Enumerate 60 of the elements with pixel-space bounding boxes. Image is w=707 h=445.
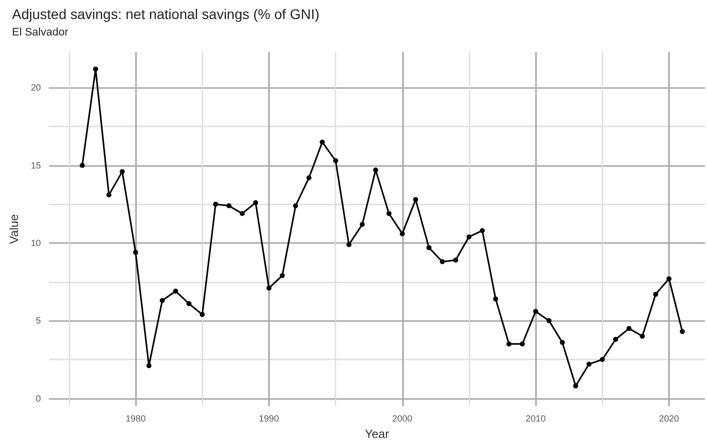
y-axis-title: Value — [7, 214, 21, 244]
point — [400, 231, 405, 236]
point — [546, 318, 552, 324]
chart-subtitle: El Salvador — [12, 26, 69, 38]
point — [493, 296, 498, 302]
point — [520, 341, 525, 346]
point — [360, 222, 365, 227]
point — [573, 383, 578, 388]
x-tick-label: 2020 — [658, 414, 680, 424]
point — [386, 211, 392, 216]
point — [146, 363, 152, 368]
point — [506, 341, 512, 346]
point — [240, 211, 245, 216]
point — [293, 203, 298, 208]
point — [680, 329, 685, 334]
point — [93, 66, 98, 72]
point — [266, 286, 272, 291]
point — [586, 362, 592, 367]
point — [666, 276, 672, 282]
point — [80, 162, 85, 168]
point — [466, 234, 472, 240]
point — [346, 242, 352, 248]
point — [320, 140, 325, 145]
point — [306, 175, 312, 180]
point — [173, 288, 178, 294]
y-tick-label: 0 — [36, 393, 41, 404]
point — [440, 259, 445, 264]
point — [533, 308, 538, 314]
point — [133, 250, 138, 255]
x-tick-label: 1980 — [126, 414, 146, 424]
point — [120, 169, 125, 174]
x-axis-title: Year — [364, 427, 390, 441]
point — [373, 168, 378, 173]
point — [600, 357, 605, 362]
chart-title: Adjusted savings: net national savings (% of GNI) — [12, 6, 320, 22]
y-tick-label: 20 — [30, 82, 41, 93]
point — [200, 312, 205, 317]
point — [186, 301, 192, 306]
point — [413, 197, 418, 202]
point — [560, 340, 565, 345]
point — [106, 192, 112, 198]
x-tick-label: 2010 — [526, 414, 546, 424]
point — [640, 334, 645, 339]
point — [653, 292, 658, 297]
x-tick-label: 2000 — [392, 414, 412, 424]
point — [253, 200, 258, 206]
point — [280, 273, 285, 278]
point — [160, 298, 165, 303]
y-tick-label: 10 — [30, 238, 41, 248]
point — [213, 202, 218, 207]
point — [626, 326, 632, 331]
point — [226, 203, 232, 208]
point — [480, 228, 485, 234]
point — [426, 245, 432, 250]
y-tick-label: 5 — [36, 316, 41, 326]
point — [453, 258, 458, 263]
point — [613, 336, 618, 342]
point — [333, 158, 338, 164]
y-tick-label: 15 — [30, 160, 41, 170]
x-tick-label: 1990 — [258, 414, 279, 424]
